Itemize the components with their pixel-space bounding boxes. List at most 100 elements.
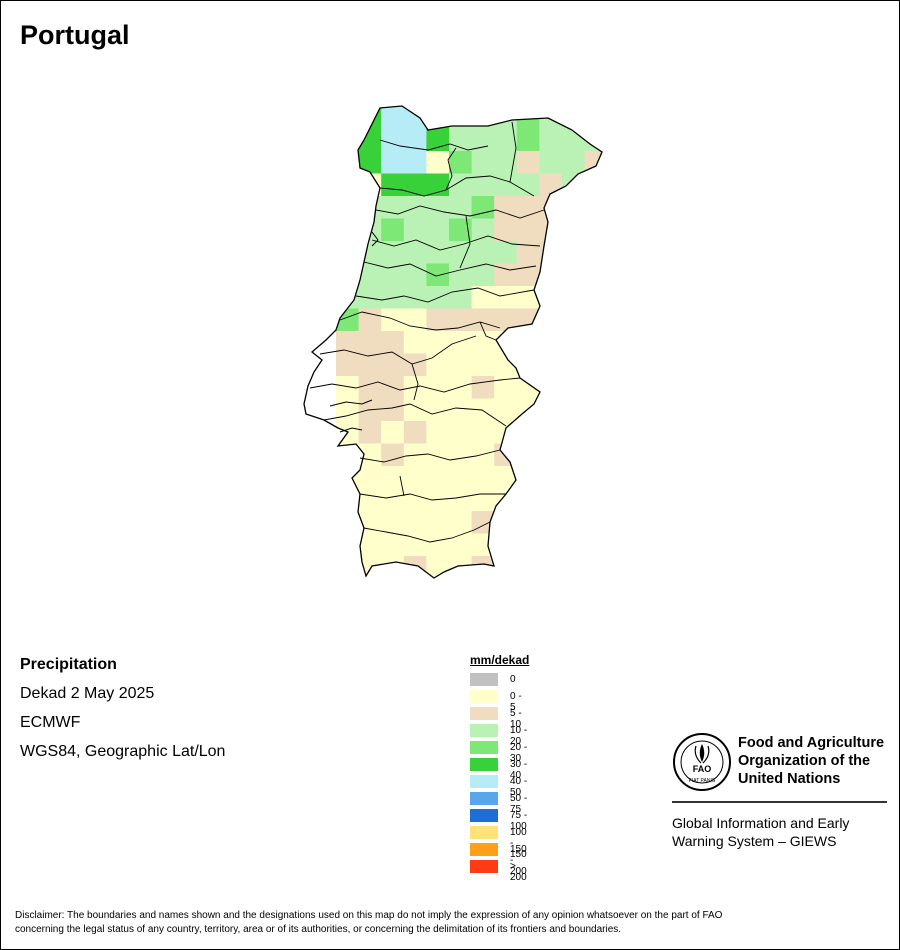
grid-cell xyxy=(539,196,563,220)
grid-cell xyxy=(539,443,563,467)
grid-cell xyxy=(449,466,473,490)
legend-swatch xyxy=(470,741,498,754)
grid-cell xyxy=(426,106,450,130)
legend-item: 150 - 200 xyxy=(470,841,529,877)
grid-cell xyxy=(494,151,518,175)
grid-cell xyxy=(336,443,360,467)
legend-swatch xyxy=(470,809,498,822)
grid-cell xyxy=(471,511,495,535)
grid-cell xyxy=(358,308,382,332)
grid-cell xyxy=(403,353,427,377)
grid-cell xyxy=(494,286,518,310)
legend-swatch xyxy=(470,724,498,737)
legend-swatch xyxy=(470,707,498,720)
grid-cell xyxy=(494,241,518,265)
grid-cell xyxy=(516,263,540,287)
grid-cell xyxy=(562,106,586,130)
grid-cell xyxy=(426,466,450,490)
legend-label: 10 - 20 xyxy=(510,725,528,747)
grid-cell xyxy=(471,308,495,332)
grid-cell xyxy=(539,308,563,332)
period-label: Dekad 2 May 2025 xyxy=(20,685,155,702)
grid-cell xyxy=(562,398,586,422)
grid-cell xyxy=(403,488,427,512)
grid-cell xyxy=(449,218,473,242)
grid-cell xyxy=(539,106,563,130)
grid-cell xyxy=(426,308,450,332)
grid-cell xyxy=(449,263,473,287)
grid-cell xyxy=(426,196,450,220)
grid-cell xyxy=(584,511,602,535)
grid-cell xyxy=(358,353,382,377)
grid-cell xyxy=(562,151,586,175)
grid-cell xyxy=(336,533,360,557)
grid-cell xyxy=(494,556,518,578)
grid-cell xyxy=(562,488,586,512)
grid-cell xyxy=(539,511,563,535)
grid-cell xyxy=(358,151,382,175)
grid-cell xyxy=(494,128,518,152)
grid-cell xyxy=(426,376,450,400)
grid-cell xyxy=(426,421,450,445)
grid-cell xyxy=(562,173,586,197)
legend-label: 30 - 40 xyxy=(510,759,528,781)
legend-swatch xyxy=(470,843,498,856)
grid-cell xyxy=(426,128,450,152)
grid-cell xyxy=(403,128,427,152)
grid-cell xyxy=(494,533,518,557)
grid-cell xyxy=(584,241,602,265)
grid-cell xyxy=(562,241,586,265)
legend-item: 30 - 40 xyxy=(470,756,529,781)
legend-item: 10 - 20 xyxy=(470,722,529,747)
grid-cell xyxy=(403,151,427,175)
precipitation-grid xyxy=(336,106,602,578)
grid-cell xyxy=(539,353,563,377)
grid-cell xyxy=(426,511,450,535)
grid-cell xyxy=(358,196,382,220)
rivers-estuaries xyxy=(329,231,379,433)
grid-cell xyxy=(584,376,602,400)
grid-cell xyxy=(494,421,518,445)
grid-cell xyxy=(449,398,473,422)
grid-cell xyxy=(381,308,405,332)
grid-cell xyxy=(562,286,586,310)
grid-cell xyxy=(584,398,602,422)
grid-cell xyxy=(449,421,473,445)
grid-cell xyxy=(539,218,563,242)
grid-cell xyxy=(336,241,360,265)
grid-cell xyxy=(516,443,540,467)
grid-cell xyxy=(539,263,563,287)
grid-cell xyxy=(381,556,405,578)
legend-label: 0 - 5 xyxy=(510,691,522,713)
grid-cell xyxy=(471,443,495,467)
grid-cell xyxy=(449,128,473,152)
grid-cell xyxy=(403,173,427,197)
legend-label: 20 - 30 xyxy=(510,742,528,764)
grid-cell xyxy=(516,218,540,242)
grid-cell xyxy=(403,556,427,578)
legend-item: 40 - 50 xyxy=(470,773,529,798)
grid-cell xyxy=(539,488,563,512)
grid-cell xyxy=(539,398,563,422)
grid-cell xyxy=(381,286,405,310)
grid-cell xyxy=(471,128,495,152)
legend-swatch xyxy=(470,826,498,839)
grid-cell xyxy=(562,511,586,535)
grid-cell xyxy=(471,421,495,445)
grid-cell xyxy=(403,286,427,310)
grid-cell xyxy=(494,488,518,512)
grid-cell xyxy=(381,151,405,175)
grid-cell xyxy=(516,376,540,400)
legend-item: > 200 xyxy=(470,858,529,883)
grid-cell xyxy=(562,443,586,467)
grid-cell xyxy=(471,241,495,265)
legend-item: 75 - 100 xyxy=(470,807,529,832)
grid-cell xyxy=(471,173,495,197)
grid-cell xyxy=(516,128,540,152)
grid-cell xyxy=(494,218,518,242)
grid-cell xyxy=(494,263,518,287)
grid-cell xyxy=(336,398,360,422)
grid-cell xyxy=(516,173,540,197)
grid-cell xyxy=(494,173,518,197)
